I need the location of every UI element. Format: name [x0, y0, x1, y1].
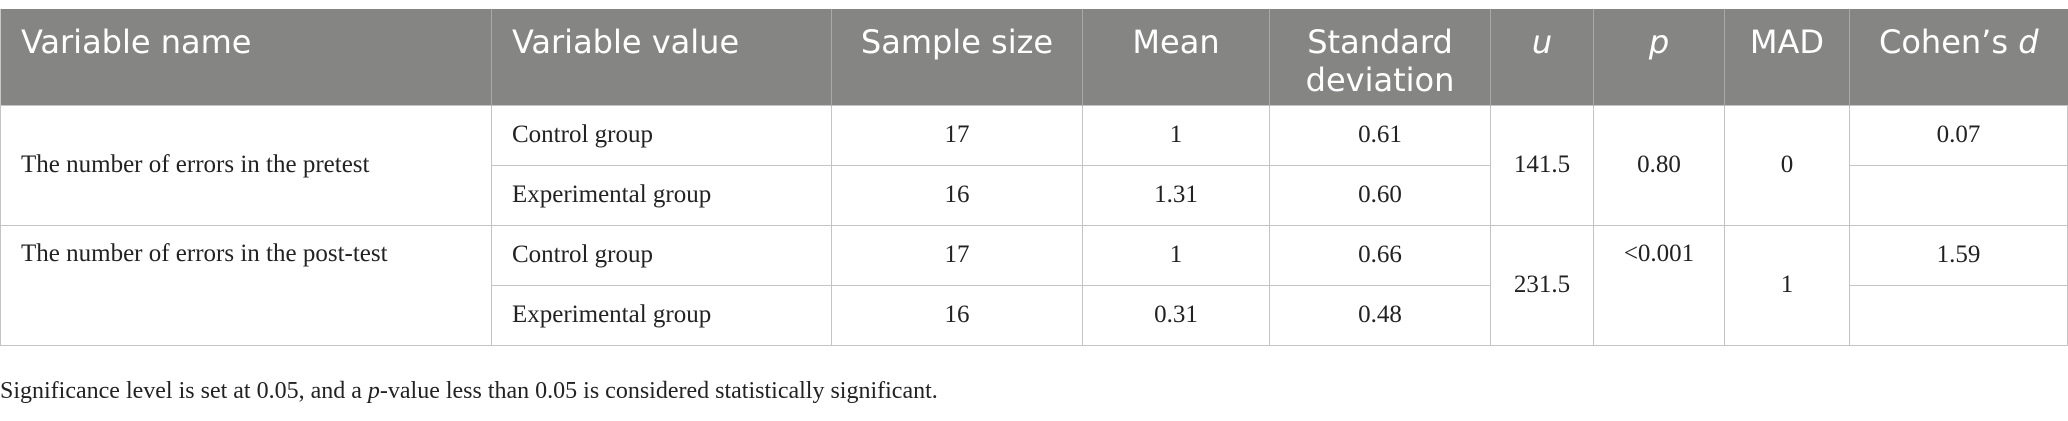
mean: 1.31	[1082, 164, 1270, 226]
cohens-d: 0.07	[1849, 104, 2068, 166]
column-header: Mean	[1082, 9, 1270, 105]
sd: 0.60	[1269, 164, 1491, 226]
results-table: Variable name Variable value Sample size…	[0, 9, 2068, 346]
column-header: Sample size	[831, 9, 1083, 105]
mean: 0.31	[1082, 284, 1270, 346]
cohens-d: 1.59	[1849, 224, 2068, 286]
u-value: 141.5	[1490, 104, 1594, 226]
row: The number of errors in the post-test Co…	[0, 224, 2068, 346]
p-value: 0.80	[1593, 104, 1725, 226]
sample-size: 17	[831, 224, 1083, 286]
sd: 0.61	[1269, 104, 1491, 166]
footnote-text: -value less than 0.05 is considered stat…	[379, 378, 938, 404]
empty-cell	[1849, 284, 2068, 346]
mad: 1	[1724, 224, 1850, 346]
sample-size: 17	[831, 104, 1083, 166]
sd: 0.66	[1269, 224, 1491, 286]
mad: 0	[1724, 104, 1850, 226]
p-value: <0.001	[1593, 224, 1725, 346]
header-row: Variable name Variable value Sample size…	[0, 9, 2068, 105]
empty-cell	[1849, 164, 2068, 226]
variable-value: Experimental group	[491, 164, 832, 226]
variable-value: Control group	[491, 104, 832, 166]
column-header: u	[1490, 9, 1594, 105]
variable-name: The number of errors in the pretest	[0, 104, 492, 226]
column-header: p	[1593, 9, 1725, 105]
header-text: Cohen’s	[1879, 23, 2019, 61]
sample-size: 16	[831, 284, 1083, 346]
footnote-text: Significance level is set at 0.05, and a	[0, 378, 368, 404]
column-header: Cohen’s d	[1849, 9, 2068, 105]
mean: 1	[1082, 224, 1270, 286]
sample-size: 16	[831, 164, 1083, 226]
footnote-text: p	[367, 378, 380, 404]
variable-name: The number of errors in the post-test	[0, 224, 492, 346]
row: Experimental group 16 0.31 0.48	[1, 284, 2068, 346]
column-header: Variable name	[0, 9, 492, 105]
column-header: Variable value	[491, 9, 832, 105]
variable-value: Control group	[491, 224, 832, 286]
header-text: d	[2018, 23, 2039, 61]
row: The number of errors in the pretest Cont…	[0, 104, 2068, 226]
footnote: Significance level is set at 0.05, and a…	[0, 378, 938, 405]
column-header: MAD	[1724, 9, 1850, 105]
variable-value: Experimental group	[491, 284, 832, 346]
column-header: Standard deviation	[1269, 9, 1491, 105]
sd: 0.48	[1269, 284, 1491, 346]
mean: 1	[1082, 104, 1270, 166]
u-value: 231.5	[1490, 224, 1594, 346]
